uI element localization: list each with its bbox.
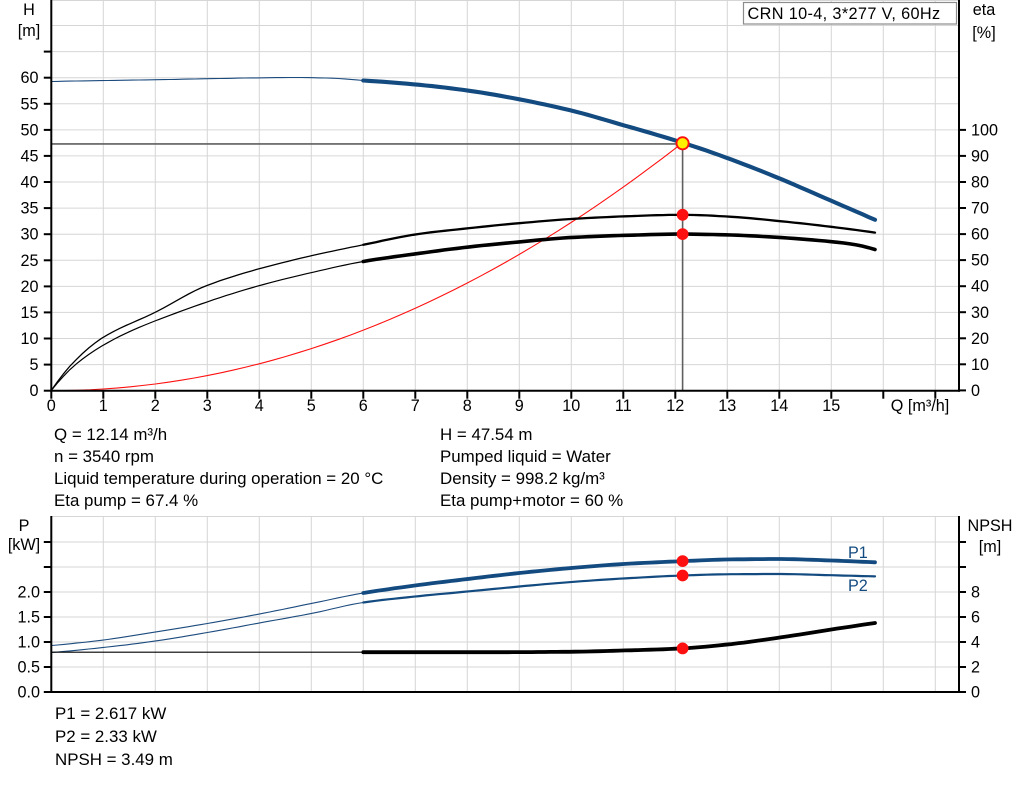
svg-text:5: 5 [307,397,316,415]
svg-text:11: 11 [615,397,632,415]
svg-text:H: H [23,1,35,19]
svg-text:[m]: [m] [979,538,1001,556]
svg-text:eta: eta [973,1,996,19]
svg-text:0: 0 [971,382,980,400]
svg-text:2: 2 [971,659,980,677]
svg-text:P: P [19,517,30,535]
svg-text:50: 50 [20,121,38,139]
svg-text:6: 6 [971,609,980,627]
svg-text:0.0: 0.0 [17,684,40,702]
svg-text:100: 100 [971,121,998,139]
svg-text:NPSH = 3.49 m: NPSH = 3.49 m [55,750,173,769]
svg-text:1.5: 1.5 [17,609,40,627]
svg-text:40: 40 [20,174,38,192]
svg-text:NPSH: NPSH [968,517,1013,535]
svg-text:4: 4 [255,397,264,415]
svg-text:Liquid temperature during oper: Liquid temperature during operation = 20… [54,469,383,488]
svg-text:10: 10 [20,330,38,348]
svg-text:30: 30 [971,304,989,322]
svg-text:8: 8 [463,397,472,415]
svg-text:50: 50 [971,252,989,270]
svg-text:35: 35 [20,200,38,218]
svg-text:14: 14 [770,397,788,415]
svg-text:5: 5 [29,356,38,374]
svg-text:Q = 12.14 m³/h: Q = 12.14 m³/h [54,425,167,444]
svg-text:Eta pump+motor = 60 %: Eta pump+motor = 60 % [440,491,623,510]
svg-text:1: 1 [99,397,108,415]
svg-text:P2: P2 [848,577,868,595]
svg-text:25: 25 [20,252,38,270]
svg-text:2: 2 [151,397,160,415]
svg-text:20: 20 [20,278,38,296]
svg-text:15: 15 [20,304,38,322]
svg-text:Density = 998.2 kg/m³: Density = 998.2 kg/m³ [440,469,605,488]
svg-text:CRN 10-4, 3*277 V, 60Hz: CRN 10-4, 3*277 V, 60Hz [748,5,941,23]
svg-text:Q [m³/h]: Q [m³/h] [891,397,949,415]
svg-text:P1: P1 [848,544,868,562]
svg-text:[kW]: [kW] [8,536,40,554]
svg-text:Pumped liquid = Water: Pumped liquid = Water [440,447,611,466]
svg-text:60: 60 [20,69,38,87]
svg-text:0: 0 [971,684,980,702]
svg-text:8: 8 [971,584,980,602]
svg-text:n = 3540 rpm: n = 3540 rpm [54,447,154,466]
svg-text:40: 40 [971,278,989,296]
svg-text:3: 3 [203,397,212,415]
svg-text:P2 = 2.33 kW: P2 = 2.33 kW [55,727,157,746]
svg-text:4: 4 [971,634,980,652]
svg-text:[%]: [%] [972,24,995,42]
svg-text:80: 80 [971,174,989,192]
svg-text:15: 15 [822,397,840,415]
svg-text:70: 70 [971,200,989,218]
svg-text:0.5: 0.5 [17,659,40,677]
svg-text:55: 55 [20,95,38,113]
svg-text:6: 6 [359,397,368,415]
svg-text:9: 9 [515,397,524,415]
svg-text:0: 0 [29,382,38,400]
svg-text:H = 47.54 m: H = 47.54 m [440,425,532,444]
svg-text:0: 0 [47,397,56,415]
svg-text:2.0: 2.0 [17,584,40,602]
svg-text:10: 10 [971,356,989,374]
svg-text:20: 20 [971,330,989,348]
svg-text:45: 45 [20,147,38,165]
svg-text:12: 12 [666,397,684,415]
svg-text:1.0: 1.0 [17,634,40,652]
svg-text:7: 7 [411,397,420,415]
svg-text:60: 60 [971,226,989,244]
svg-text:[m]: [m] [18,22,40,40]
svg-text:30: 30 [20,226,38,244]
svg-text:90: 90 [971,147,989,165]
svg-text:Eta pump = 67.4 %: Eta pump = 67.4 % [54,491,198,510]
svg-text:10: 10 [562,397,580,415]
svg-text:P1 = 2.617 kW: P1 = 2.617 kW [55,704,166,723]
svg-text:13: 13 [718,397,736,415]
